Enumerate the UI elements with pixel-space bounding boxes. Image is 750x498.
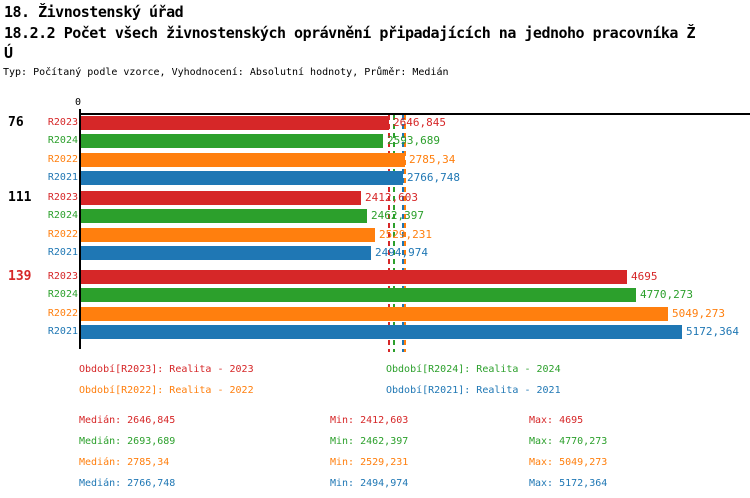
x-axis-line [79, 113, 750, 115]
median-line-r2022 [404, 115, 406, 352]
median-line-r2023 [388, 115, 390, 352]
stat-max-r2022: Max: 5049,273 [529, 457, 608, 468]
bar-series-label-r2023: R2023 [47, 117, 78, 128]
indicator-meta: Typ: Počítaný podle vzorce, Vyhodnocení:… [3, 67, 449, 78]
bar-111-r2021 [81, 246, 371, 260]
stat-max-r2023: Max: 4695 [529, 415, 584, 426]
bar-value-label: 2766,748 [407, 171, 460, 184]
bar-139-r2021 [81, 325, 682, 339]
stat-min-r2021: Min: 2494,974 [330, 478, 409, 489]
group-label-76: 76 [8, 115, 24, 130]
bar-value-label: 2462,397 [371, 209, 424, 222]
bar-series-label-r2021: R2021 [47, 172, 78, 183]
stat-median-r2021: Medián: 2766,748 [79, 478, 176, 489]
indicator-title-line1: 18.2.2 Počet všech živnostenských oprávn… [4, 24, 696, 42]
bar-series-label-r2024: R2024 [47, 289, 78, 300]
y-axis-line [79, 109, 81, 349]
x-axis-zero-label: 0 [75, 97, 82, 108]
legend-entry: Období[R2022]: Realita - 2022 [79, 385, 254, 396]
bar-76-r2023 [81, 116, 389, 130]
bar-value-label: 2785,34 [409, 153, 456, 166]
bar-value-label: 5172,364 [686, 325, 739, 338]
stat-median-r2024: Medián: 2693,689 [79, 436, 176, 447]
bar-76-r2021 [81, 171, 403, 185]
bar-111-r2022 [81, 228, 375, 242]
bar-series-label-r2022: R2022 [47, 229, 78, 240]
bar-value-label: 4695 [631, 270, 658, 283]
legend-entry: Období[R2021]: Realita - 2021 [386, 385, 561, 396]
bar-value-label: 2593,689 [387, 134, 440, 147]
bar-76-r2024 [81, 134, 383, 148]
bar-111-r2024 [81, 209, 367, 223]
bar-series-label-r2023: R2023 [47, 271, 78, 282]
median-line-r2021 [402, 115, 404, 352]
bar-111-r2023 [81, 191, 361, 205]
bar-value-label: 5049,273 [672, 307, 725, 320]
bar-series-label-r2024: R2024 [47, 210, 78, 221]
bar-series-label-r2022: R2022 [47, 308, 78, 319]
bar-series-label-r2023: R2023 [47, 192, 78, 203]
bar-value-label: 4770,273 [640, 288, 693, 301]
bar-series-label-r2021: R2021 [47, 326, 78, 337]
stat-min-r2023: Min: 2412,603 [330, 415, 409, 426]
indicator-title-line2: Ú [4, 44, 13, 62]
group-label-111: 111 [8, 190, 32, 205]
stat-min-r2024: Min: 2462,397 [330, 436, 409, 447]
legend-entry: Období[R2024]: Realita - 2024 [386, 364, 561, 375]
stat-max-r2021: Max: 5172,364 [529, 478, 608, 489]
median-line-r2024 [393, 115, 395, 352]
bar-series-label-r2022: R2022 [47, 154, 78, 165]
group-label-139: 139 [8, 269, 32, 284]
bar-value-label: 2412,603 [365, 191, 418, 204]
bar-139-r2022 [81, 307, 668, 321]
bar-139-r2023 [81, 270, 627, 284]
bar-series-label-r2024: R2024 [47, 135, 78, 146]
bar-value-label: 2529,231 [379, 228, 432, 241]
bar-series-label-r2021: R2021 [47, 247, 78, 258]
page-title: 18. Živnostenský úřad [4, 3, 184, 21]
bar-value-label: 2494,974 [375, 246, 428, 259]
bar-value-label: 2646,845 [393, 116, 446, 129]
bar-139-r2024 [81, 288, 636, 302]
stat-min-r2022: Min: 2529,231 [330, 457, 409, 468]
stat-median-r2022: Medián: 2785,34 [79, 457, 170, 468]
stat-max-r2024: Max: 4770,273 [529, 436, 608, 447]
bar-76-r2022 [81, 153, 405, 167]
legend-entry: Období[R2023]: Realita - 2023 [79, 364, 254, 375]
stat-median-r2023: Medián: 2646,845 [79, 415, 176, 426]
